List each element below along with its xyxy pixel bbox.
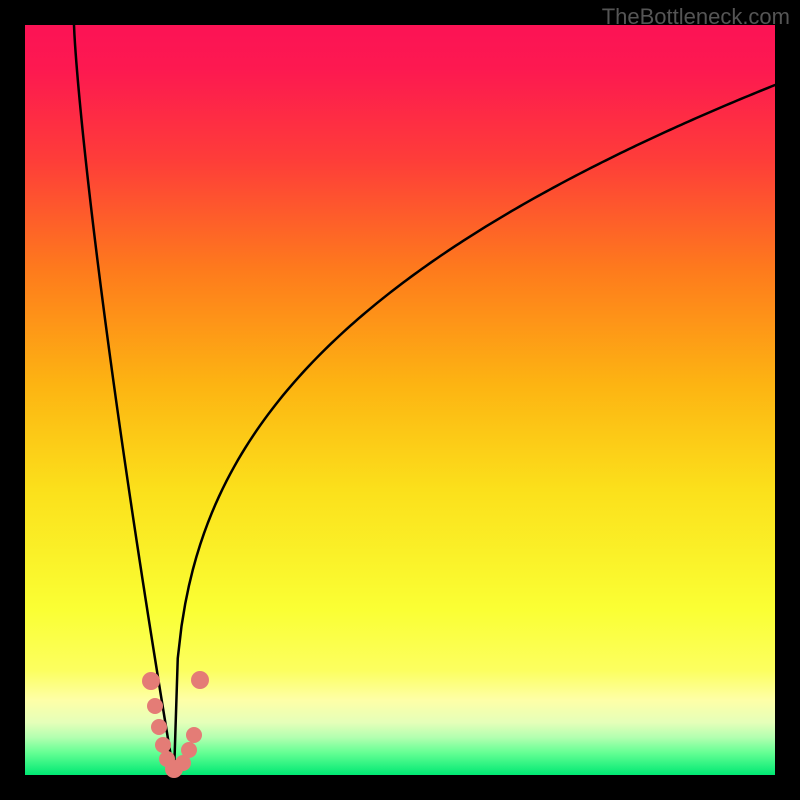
chart-container: TheBottleneck.com xyxy=(0,0,800,800)
watermark-text: TheBottleneck.com xyxy=(602,4,790,30)
data-marker xyxy=(191,671,209,689)
data-marker xyxy=(151,719,167,735)
data-marker xyxy=(186,727,202,743)
data-marker xyxy=(142,672,160,690)
data-marker xyxy=(147,698,163,714)
plot-background xyxy=(25,25,775,775)
data-marker xyxy=(181,742,197,758)
data-marker xyxy=(155,737,171,753)
bottleneck-chart xyxy=(0,0,800,800)
